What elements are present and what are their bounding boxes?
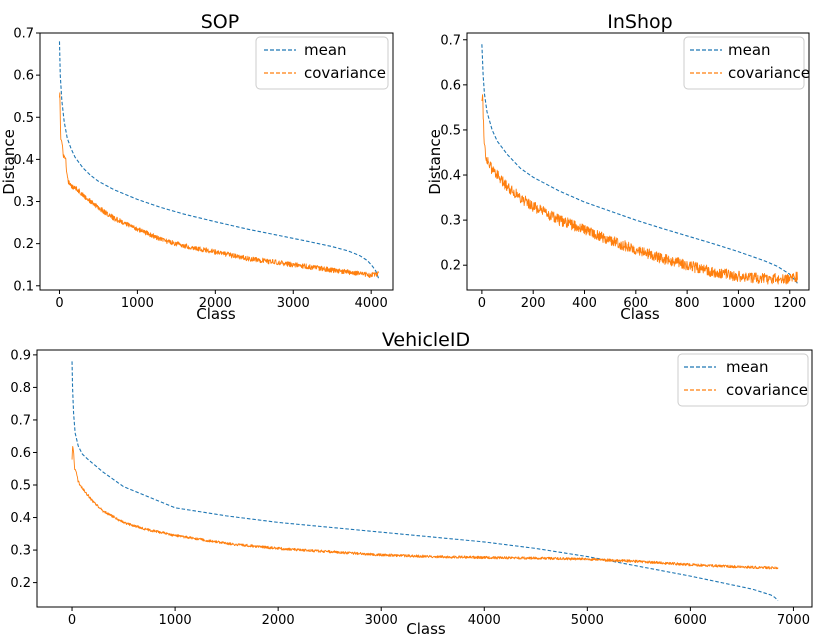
chart-sop-legend: mean covariance <box>255 36 389 90</box>
sop-xtick-label: 4000 <box>355 296 388 311</box>
chart-vehicleid-legend-label-mean: mean <box>726 358 769 376</box>
vehicleid-ytick-label: 0.4 <box>10 511 31 526</box>
chart-sop-series <box>58 40 380 280</box>
sop-ytick-label: 0.6 <box>13 69 34 84</box>
chart-sop-ylabel: Distance <box>0 129 18 195</box>
chart-inshop-series <box>481 43 798 285</box>
inshop-xtick-label: 1200 <box>773 296 806 311</box>
chart-vehicleid-ticks: 0 1000 2000 3000 4000 5000 6000 7000 0.2 0.3 0.4 0.… <box>10 348 810 628</box>
chart-sop-title: SOP <box>201 11 239 33</box>
vehicleid-ytick-label: 0.7 <box>10 413 31 428</box>
vehicleid-ytick-label: 0.2 <box>10 576 31 591</box>
vehicleid-ytick-label: 0.3 <box>10 544 31 559</box>
inshop-ytick-label: 0.2 <box>440 259 461 274</box>
vehicleid-xtick-label: 5000 <box>571 613 604 628</box>
chart-inshop-legend: mean covariance <box>683 36 810 90</box>
chart-vehicleid-xlabel: Class <box>406 620 446 636</box>
inshop-xtick-label: 200 <box>521 296 546 311</box>
chart-sop: SOP 0 1000 2000 3000 40000.10.20.30.40.50.60… <box>0 11 394 323</box>
sop-ytick-label: 0.2 <box>13 237 34 252</box>
chart-inshop-ylabel: Distance <box>426 129 444 195</box>
sop-ytick-label: 0.3 <box>13 195 34 210</box>
vehicleid-xtick-label: 7000 <box>777 613 810 628</box>
sop-ytick-label: 0.7 <box>13 27 34 42</box>
vehicleid-ytick-label: 0.6 <box>10 446 31 461</box>
chart-vehicleid: VehicleID 0 1000 2000 3000 4000 5000 6000 70000… <box>10 329 813 636</box>
sop-xtick-label: 2000 <box>199 296 232 311</box>
vehicleid-xtick-label: 2000 <box>262 613 295 628</box>
chart-inshop: InShop 0 200 400 600 800 1000 1200 0.2 0.3 0.4 0.5… <box>426 11 810 323</box>
chart-inshop-ticks: 0 200 400 600 800 1000 1200 0.2 0.3 0.4 0.5 0.6 0.7 <box>440 33 806 311</box>
chart-sop-ticks: 0 1000 2000 3000 4000 0.1 0.2 0.3 0.4 0.5 0.6 0.7 <box>13 27 387 312</box>
vehicleid-ytick-label: 0.8 <box>10 381 31 396</box>
chart-inshop-frame <box>466 32 810 291</box>
sop-xtick-label: 3000 <box>277 296 310 311</box>
chart-inshop-legend-label-covariance: covariance <box>728 64 810 82</box>
sop-series-covariance <box>59 92 380 278</box>
inshop-ytick-label: 0.7 <box>440 33 461 48</box>
inshop-ytick-label: 0.4 <box>440 169 461 184</box>
chart-inshop-legend-label-mean: mean <box>728 41 771 59</box>
inshop-xtick-label: 600 <box>623 296 648 311</box>
vehicleid-xtick-label: 3000 <box>365 613 398 628</box>
inshop-ytick-label: 0.5 <box>440 123 461 138</box>
inshop-xtick-label: 0 <box>478 296 486 311</box>
chart-vehicleid-frame <box>36 349 813 608</box>
vehicleid-ytick-label: 0.9 <box>10 348 31 363</box>
inshop-series-covariance <box>481 94 798 285</box>
vehicleid-series-covariance <box>71 445 779 570</box>
vehicleid-series-mean <box>71 361 779 601</box>
sop-ytick-label: 0.4 <box>13 153 34 168</box>
sop-xtick-label: 0 <box>55 296 63 311</box>
chart-inshop-title: InShop <box>607 11 672 33</box>
inshop-xtick-label: 400 <box>572 296 597 311</box>
vehicleid-xtick-label: 6000 <box>674 613 707 628</box>
chart-sop-legend-label-mean: mean <box>304 41 347 59</box>
chart-vehicleid-title: VehicleID <box>382 329 470 351</box>
sop-ytick-label: 0.5 <box>13 111 34 126</box>
inshop-xtick-label: 800 <box>675 296 700 311</box>
chart-vehicleid-legend: mean covariance <box>677 353 809 407</box>
chart-sop-frame <box>39 32 394 291</box>
chart-sop-xlabel: Class <box>196 305 236 323</box>
vehicleid-ytick-label: 0.5 <box>10 479 31 494</box>
chart-vehicleid-series <box>71 361 779 601</box>
vehicleid-xtick-label: 4000 <box>468 613 501 628</box>
chart-vehicleid-legend-label-covariance: covariance <box>726 381 808 399</box>
vehicleid-xtick-label: 1000 <box>159 613 192 628</box>
vehicleid-xtick-label: 0 <box>68 613 76 628</box>
inshop-ytick-label: 0.6 <box>440 78 461 93</box>
chart-sop-legend-label-covariance: covariance <box>304 64 386 82</box>
sop-xtick-label: 1000 <box>121 296 154 311</box>
inshop-xtick-label: 1000 <box>722 296 755 311</box>
sop-ytick-label: 0.1 <box>13 279 34 294</box>
sop-series-mean <box>58 40 380 280</box>
chart-inshop-xlabel: Class <box>620 305 660 323</box>
inshop-ytick-label: 0.3 <box>440 214 461 229</box>
